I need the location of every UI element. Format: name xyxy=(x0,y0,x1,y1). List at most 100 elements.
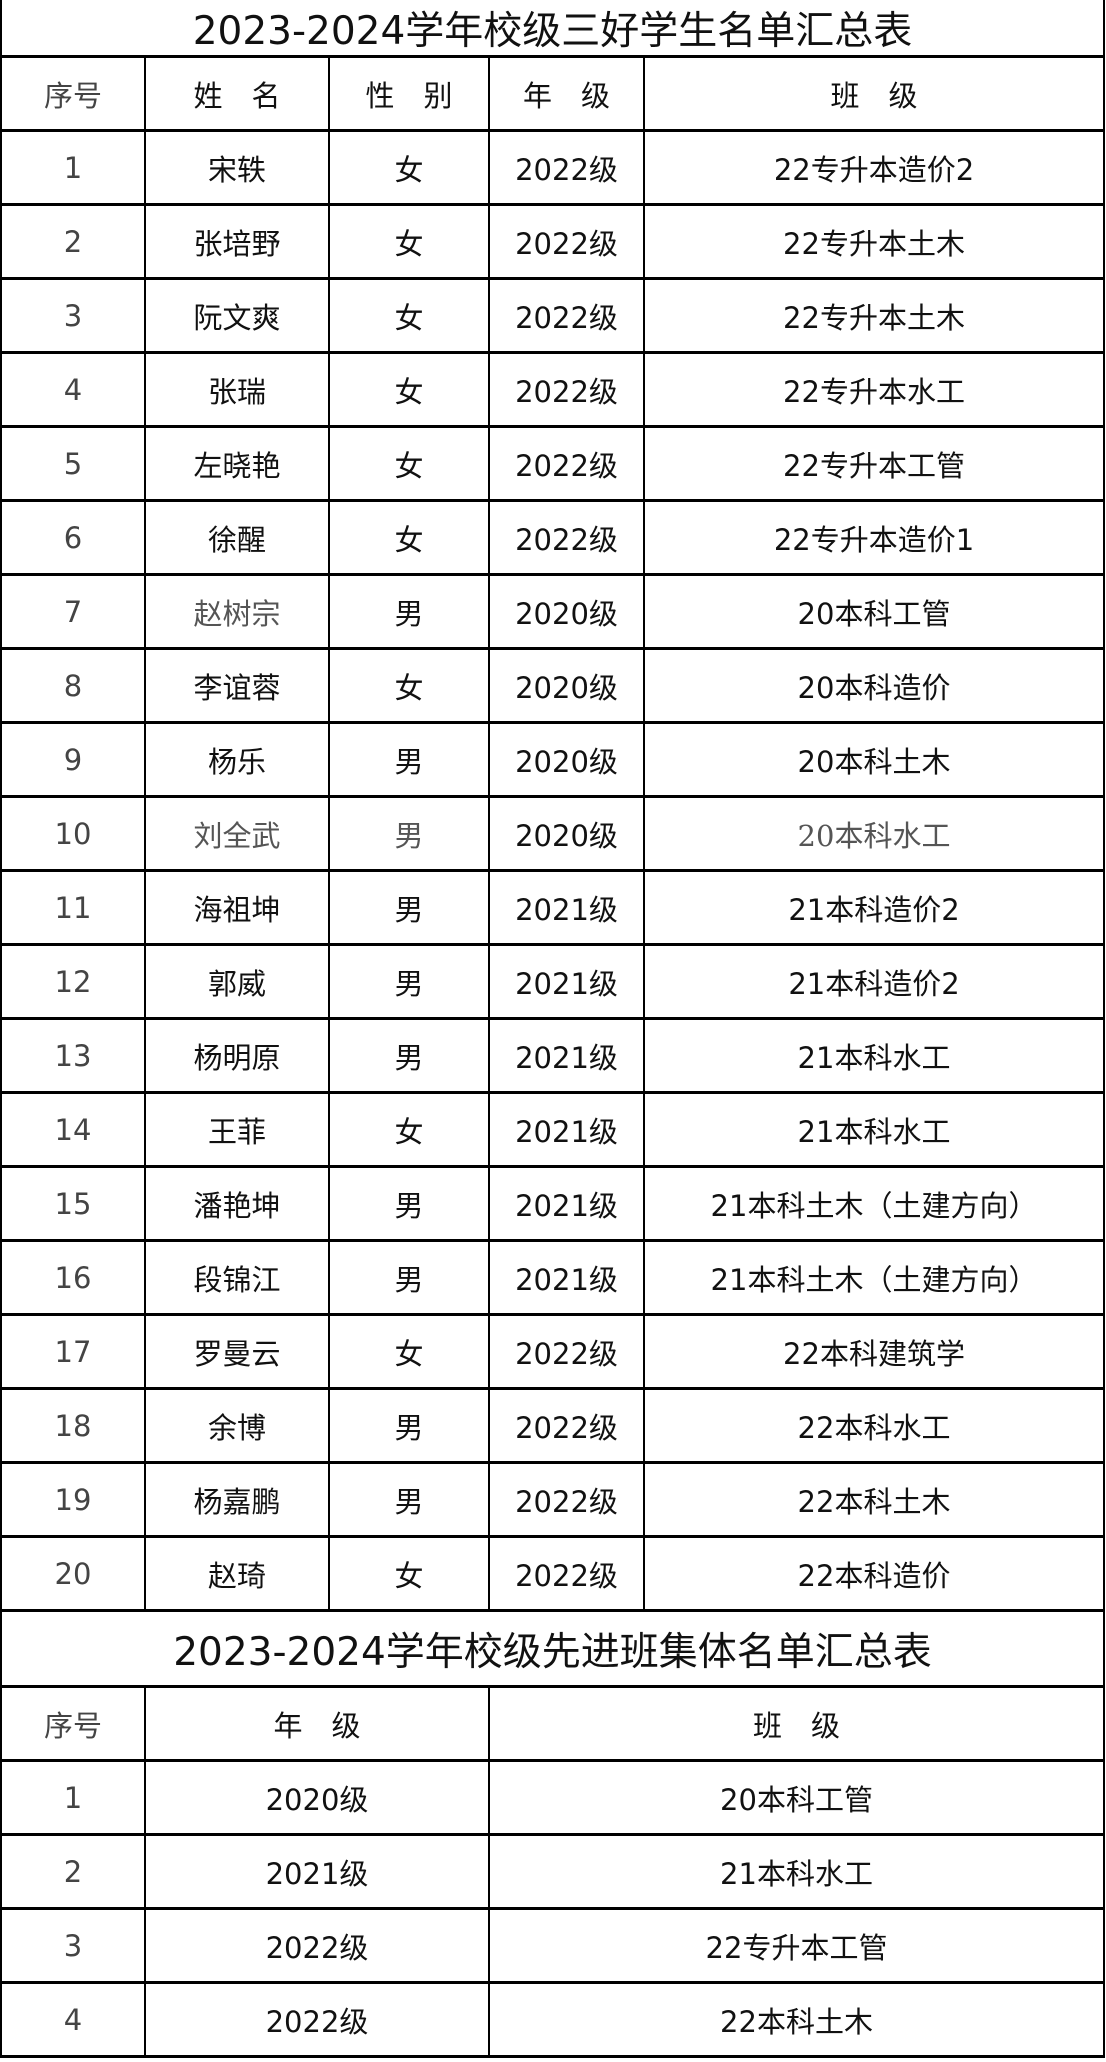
gender-cell: 男 xyxy=(330,1020,490,1091)
grade-cell: 2022级 xyxy=(490,428,645,499)
gender-cell: 男 xyxy=(330,946,490,1017)
index-cell: 6 xyxy=(2,502,146,573)
gender-cell: 女 xyxy=(330,1094,490,1165)
index-cell: 3 xyxy=(2,280,146,351)
gender-cell: 女 xyxy=(330,502,490,573)
class-cell: 20本科造价 xyxy=(797,670,951,705)
name-cell: 潘艳坤 xyxy=(146,1168,330,1239)
classes-table-title: 2023-2024学年校级先进班集体名单汇总表 xyxy=(2,1612,1103,1688)
grade-cell: 2022级 xyxy=(146,1984,490,2055)
gender-cell: 女 xyxy=(330,428,490,499)
table-row: 11 海祖坤男 2021级 21本科造价2 xyxy=(2,872,1103,946)
table-row: 12 郭威男 2021级 21本科造价2 xyxy=(2,946,1103,1020)
grade-cell: 2021级 xyxy=(490,946,645,1017)
table-row: 2 张培野女 2022级 22专升本土木 xyxy=(2,206,1103,280)
header-grade: 年 级 xyxy=(490,58,645,129)
index-cell: 17 xyxy=(2,1316,146,1387)
class-cell: 20本科水工 xyxy=(797,818,951,853)
index-cell: 2 xyxy=(2,1836,146,1907)
table-row: 20 赵琦女 2022级 22本科造价 xyxy=(2,1538,1103,1612)
gender-cell: 女 xyxy=(330,1538,490,1609)
header-class: 班 级 xyxy=(830,78,918,113)
class-cell: 22本科土木 xyxy=(720,2004,873,2039)
header-grade: 年 级 xyxy=(146,1688,490,1759)
class-cell: 21本科水工 xyxy=(797,1040,951,1075)
table-row: 19 杨嘉鹏男 2022级 22本科土木 xyxy=(2,1464,1103,1538)
class-cell: 21本科造价2 xyxy=(788,892,960,927)
index-cell: 1 xyxy=(2,132,146,203)
name-cell: 郭威 xyxy=(146,946,330,1017)
class-cell: 22专升本造价1 xyxy=(773,522,975,557)
grade-cell: 2020级 xyxy=(490,798,645,869)
grade-cell: 2022级 xyxy=(490,1464,645,1535)
index-cell: 9 xyxy=(2,724,146,795)
name-cell: 张培野 xyxy=(146,206,330,277)
name-cell: 赵树宗 xyxy=(146,576,330,647)
table-row: 14 王菲女 2021级 21本科水工 xyxy=(2,1094,1103,1168)
header-index: 序号 xyxy=(2,1688,146,1759)
name-cell: 杨嘉鹏 xyxy=(146,1464,330,1535)
table-row: 10 刘全武男 2020级 20本科水工 xyxy=(2,798,1103,872)
grade-cell: 2022级 xyxy=(490,1538,645,1609)
grade-cell: 2020级 xyxy=(490,576,645,647)
class-cell: 21本科水工 xyxy=(797,1114,951,1149)
index-cell: 16 xyxy=(2,1242,146,1313)
index-cell: 20 xyxy=(2,1538,146,1609)
table-row: 4 2022级 22本科土木 xyxy=(2,1984,1103,2058)
classes-table-header: 序号 年 级 班 级 xyxy=(2,1688,1103,1762)
index-cell: 4 xyxy=(2,1984,146,2055)
grade-cell: 2021级 xyxy=(490,872,645,943)
name-cell: 罗曼云 xyxy=(146,1316,330,1387)
grade-cell: 2022级 xyxy=(490,132,645,203)
name-cell: 刘全武 xyxy=(146,798,330,869)
grade-cell: 2022级 xyxy=(490,1390,645,1461)
table-row: 17 罗曼云女 2022级 22本科建筑学 xyxy=(2,1316,1103,1390)
gender-cell: 男 xyxy=(330,1464,490,1535)
grade-cell: 2021级 xyxy=(146,1836,490,1907)
gender-cell: 男 xyxy=(330,1242,490,1313)
grade-cell: 2021级 xyxy=(490,1020,645,1091)
name-cell: 余博 xyxy=(146,1390,330,1461)
index-cell: 10 xyxy=(2,798,146,869)
grade-cell: 2022级 xyxy=(146,1910,490,1981)
gender-cell: 女 xyxy=(330,650,490,721)
index-cell: 2 xyxy=(2,206,146,277)
name-cell: 张瑞 xyxy=(146,354,330,425)
table-row: 16 段锦江男 2021级 21本科土木（土建方向） xyxy=(2,1242,1103,1316)
table-row: 1 宋轶女 2022级 22专升本造价2 xyxy=(2,132,1103,206)
name-cell: 杨乐 xyxy=(146,724,330,795)
gender-cell: 女 xyxy=(330,354,490,425)
index-cell: 1 xyxy=(2,1762,146,1833)
index-cell: 11 xyxy=(2,872,146,943)
name-cell: 海祖坤 xyxy=(146,872,330,943)
grade-cell: 2020级 xyxy=(490,650,645,721)
students-table-header: 序号 姓 名 性 别 年 级 班 级 xyxy=(2,58,1103,132)
gender-cell: 男 xyxy=(330,724,490,795)
class-cell: 22专升本水工 xyxy=(783,374,965,409)
grade-cell: 2021级 xyxy=(490,1168,645,1239)
name-cell: 徐醒 xyxy=(146,502,330,573)
students-table-title: 2023-2024学年校级三好学生名单汇总表 xyxy=(2,0,1103,58)
grade-cell: 2022级 xyxy=(490,206,645,277)
gender-cell: 男 xyxy=(330,576,490,647)
class-cell: 20本科工管 xyxy=(720,1782,873,1817)
gender-cell: 男 xyxy=(330,798,490,869)
index-cell: 8 xyxy=(2,650,146,721)
classes-table-body: 1 2020级 20本科工管 2 2021级 21本科水工 3 2022级 22专升本工管 4 20… xyxy=(2,1762,1103,2058)
grade-cell: 2022级 xyxy=(490,280,645,351)
index-cell: 7 xyxy=(2,576,146,647)
grade-cell: 2021级 xyxy=(490,1094,645,1165)
table-row: 8 李谊蓉女 2020级 20本科造价 xyxy=(2,650,1103,724)
gender-cell: 男 xyxy=(330,872,490,943)
class-cell: 22专升本造价2 xyxy=(773,152,975,187)
index-cell: 5 xyxy=(2,428,146,499)
name-cell: 段锦江 xyxy=(146,1242,330,1313)
class-cell: 22本科土木 xyxy=(797,1484,951,1519)
table-row: 4 张瑞女 2022级 22专升本水工 xyxy=(2,354,1103,428)
table-row: 3 2022级 22专升本工管 xyxy=(2,1910,1103,1984)
class-cell: 20本科工管 xyxy=(797,596,951,631)
index-cell: 14 xyxy=(2,1094,146,1165)
table-row: 9 杨乐男 2020级 20本科土木 xyxy=(2,724,1103,798)
class-cell: 22专升本土木 xyxy=(783,300,965,335)
